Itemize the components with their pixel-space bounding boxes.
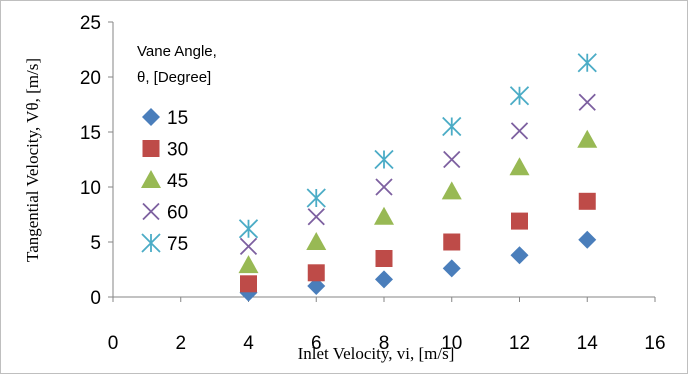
- data-point: [577, 129, 598, 148]
- data-point: [238, 219, 259, 239]
- y-tick-label: 0: [90, 288, 101, 309]
- data-marks-group: [238, 53, 598, 302]
- legend-title: Vane Angle,: [137, 43, 217, 60]
- x-tick-label: 12: [509, 333, 530, 354]
- y-tick-label: 20: [80, 68, 101, 89]
- series-75: [238, 53, 597, 239]
- data-point: [307, 264, 325, 282]
- legend: Vane Angle, θ, [Degree] 15 30 45 60 75: [137, 43, 217, 255]
- series-30: [240, 192, 596, 293]
- data-point: [375, 178, 393, 196]
- data-point: [511, 212, 528, 230]
- x-tick-label: 10: [441, 333, 462, 354]
- data-point: [509, 157, 530, 176]
- legend-entry-60: 60: [142, 202, 188, 224]
- data-point: [510, 122, 529, 140]
- y-tick-label: 5: [90, 233, 101, 254]
- y-tick-label: 10: [80, 178, 101, 199]
- data-point: [374, 206, 394, 225]
- data-point: [239, 237, 258, 256]
- data-point: [442, 116, 462, 137]
- data-point: [374, 149, 394, 170]
- legend-marker: [141, 170, 161, 188]
- x-tick-label: 8: [379, 333, 390, 354]
- x-tick-label: 2: [175, 333, 186, 354]
- legend-marker: [142, 202, 160, 221]
- data-point: [375, 270, 393, 289]
- data-point: [375, 250, 393, 267]
- data-point: [509, 86, 530, 106]
- x-tick-label: 14: [577, 333, 599, 354]
- y-tick-label: 15: [80, 123, 101, 144]
- axes-group: 0 5 10 15 20 25 0 2 4 6 8 10 12 14 16: [80, 13, 666, 354]
- x-axis-title: Inlet Velocity, vi, [m/s]: [298, 344, 455, 363]
- x-tick-label: 16: [644, 333, 665, 354]
- data-point: [240, 275, 257, 293]
- legend-label: 60: [167, 203, 188, 224]
- x-tick-label: 0: [108, 333, 119, 354]
- series-60: [239, 93, 596, 256]
- data-point: [510, 246, 529, 265]
- legend-label: 45: [167, 171, 188, 192]
- data-point: [578, 192, 596, 210]
- legend-entry-30: 30: [142, 140, 188, 161]
- data-point: [443, 233, 461, 251]
- data-point: [306, 188, 326, 208]
- data-point: [441, 181, 462, 200]
- y-tick-label: 25: [80, 13, 101, 34]
- x-tick-label: 4: [243, 333, 254, 354]
- data-point: [442, 259, 461, 278]
- data-point: [577, 53, 597, 73]
- legend-title: θ, [Degree]: [137, 69, 211, 86]
- data-point: [238, 255, 259, 274]
- series-45: [238, 129, 598, 274]
- legend-label: 30: [167, 140, 188, 161]
- legend-label: 15: [167, 108, 188, 129]
- legend-label: 75: [167, 234, 188, 255]
- y-axis-title: Tangential Velocity, Vθ, [m/s]: [23, 58, 42, 262]
- legend-marker: [141, 233, 161, 253]
- legend-entry-45: 45: [141, 170, 188, 192]
- data-point: [307, 277, 326, 295]
- legend-entry-75: 75: [141, 233, 188, 255]
- data-point: [578, 230, 597, 249]
- data-point: [578, 93, 596, 111]
- x-tick-label: 6: [311, 333, 322, 354]
- legend-marker: [142, 140, 160, 157]
- data-point: [443, 150, 461, 169]
- data-point: [306, 232, 327, 250]
- legend-entry-15: 15: [142, 108, 188, 129]
- legend-marker: [142, 108, 160, 126]
- data-point: [307, 208, 325, 226]
